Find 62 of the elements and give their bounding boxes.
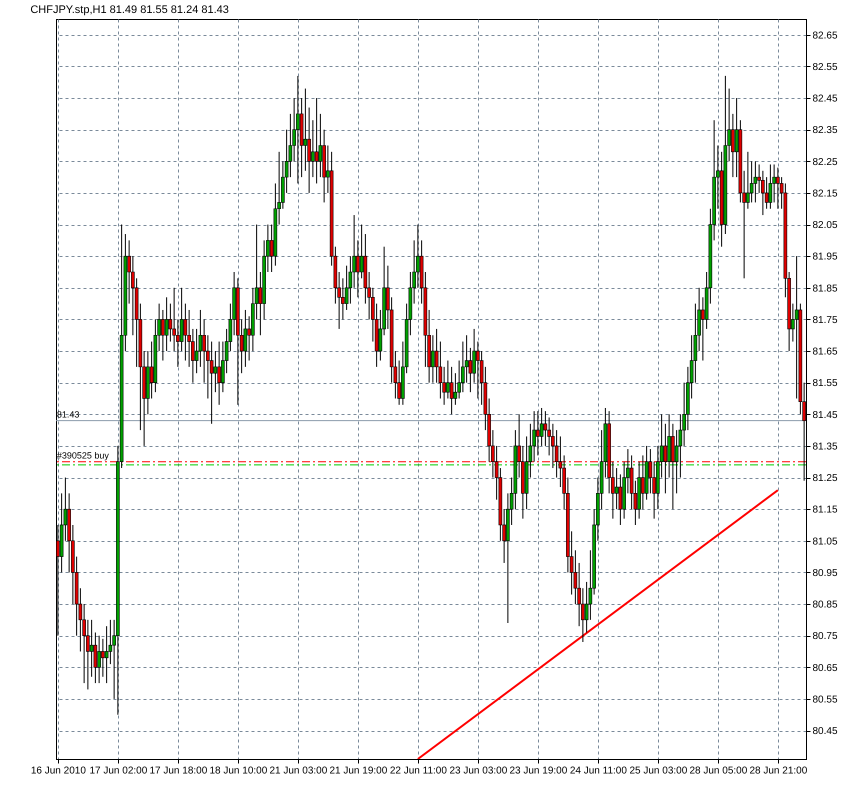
y-tick-label: 82.45 [812,94,838,105]
candlestick [217,341,221,406]
x-tick-label: 23 Jun 19:00 [509,766,568,776]
y-tick-label: 81.95 [812,252,838,263]
candlestick [214,350,218,393]
candlestick [641,454,645,510]
y-tick-label: 82.25 [812,156,838,168]
y-tick-label: 81.55 [812,378,838,390]
x-tick-label: 24 Jun 11:00 [570,766,628,776]
y-tick-label: 81.65 [812,346,838,358]
x-tick-label: 17 Jun 02:00 [89,766,148,776]
y-tick-label: 80.65 [812,662,838,674]
ref-line-label: 81.43 [56,410,80,420]
x-tick-label: 25 Jun 03:00 [629,766,688,776]
x-tick-label: 16 Jun 2010 [30,766,86,776]
x-tick-label: 17 Jun 18:00 [149,766,208,776]
x-tick-label: 18 Jun 10:00 [209,766,268,776]
x-tick-label: 22 Jun 11:00 [390,766,448,776]
ref-line-label: #390525 buy [56,450,110,461]
candlestick [536,410,540,456]
candlestick [314,98,318,184]
y-tick-label: 82.65 [812,30,838,42]
candlestick [794,256,798,399]
y-tick-label: 80.75 [812,631,838,642]
candlestick [161,309,165,362]
x-tick-label: 23 Jun 03:00 [449,766,508,776]
x-tick-label: 28 Jun 21:00 [749,766,808,776]
candlestick [768,164,772,210]
y-tick-label: 82.15 [812,188,838,200]
y-tick-label: 81.05 [812,536,838,548]
x-tick-label: 21 Jun 03:00 [269,766,328,776]
y-tick-label: 82.55 [812,62,838,73]
candlestick [431,334,435,384]
candlestick [614,468,618,510]
candlestick [164,296,168,352]
y-tick-label: 81.35 [812,441,838,452]
y-tick-label: 82.05 [812,220,838,232]
candlestick [97,635,101,684]
chart-title: CHFJPY.stp,H1 81.49 81.55 81.24 81.43 [30,4,229,16]
candlestick [356,240,360,298]
candlestick [776,167,780,210]
candlestick [296,75,300,184]
candlestick [101,638,105,678]
y-tick-label: 81.75 [812,314,838,326]
y-tick-label: 80.45 [812,726,838,738]
y-tick-label: 81.15 [812,504,838,516]
x-tick-label: 28 Jun 05:00 [689,766,748,776]
y-tick-label: 81.85 [812,283,838,294]
y-tick-label: 80.55 [812,694,838,706]
y-tick-label: 80.95 [812,568,838,579]
candlestick [311,120,315,178]
y-tick-label: 82.35 [812,125,838,136]
candlestick [746,151,750,210]
candlestick [90,619,94,678]
y-tick-label: 81.25 [812,473,838,484]
x-tick-label: 21 Jun 19:00 [329,766,388,776]
y-tick-label: 80.85 [812,600,838,611]
candlestick [664,423,668,494]
y-tick-label: 81.45 [812,410,838,421]
candlestick [446,360,450,399]
candlestick [754,160,758,203]
candlestick [304,88,308,172]
